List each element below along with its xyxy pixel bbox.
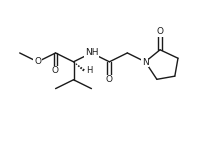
Text: O: O <box>106 75 113 84</box>
Text: O: O <box>157 27 163 36</box>
Text: H: H <box>86 66 92 75</box>
Text: NH: NH <box>85 48 98 57</box>
Text: O: O <box>52 66 59 75</box>
Text: N: N <box>142 58 149 67</box>
Text: O: O <box>34 57 41 66</box>
